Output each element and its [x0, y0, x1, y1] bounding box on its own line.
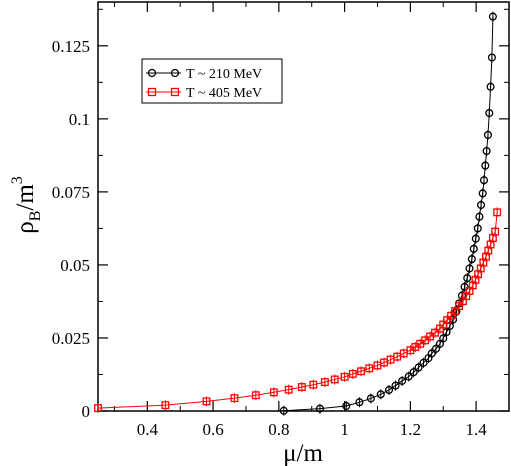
data-point: [320, 378, 329, 387]
y-axis-label-main: ρ: [12, 221, 39, 233]
y-tick-label: 0.125: [52, 37, 90, 56]
y-axis-label-sup: 3: [9, 176, 26, 184]
data-point: [355, 398, 364, 407]
series-line: [283, 16, 494, 412]
legend: T ~ 210 MeV T ~ 405 MeV: [141, 58, 283, 104]
data-point: [366, 394, 375, 403]
y-axis-label-sub: B: [27, 211, 44, 222]
data-point: [284, 385, 293, 394]
y-tick-label: 0.1: [69, 110, 90, 129]
data-point: [493, 208, 502, 217]
y-tick-label: 0.05: [60, 256, 90, 275]
data-point: [409, 368, 418, 377]
data-point: [468, 281, 477, 290]
data-point: [279, 406, 288, 415]
data-point: [297, 383, 306, 391]
data-point: [357, 367, 365, 376]
data-point: [340, 372, 349, 381]
plot-frame: [97, 1, 510, 412]
data-point: [330, 375, 339, 384]
x-axis-label-den: m: [303, 440, 323, 466]
data-point: [251, 391, 260, 400]
data-point: [479, 258, 488, 267]
data-point: [376, 390, 385, 399]
x-axis-label-main: μ: [283, 440, 296, 466]
x-tick-label: 1.4: [465, 420, 487, 439]
data-point: [309, 380, 318, 389]
x-axis-label-sep: /: [297, 440, 304, 466]
legend-marker-1-right: [170, 87, 180, 97]
data-point: [431, 328, 439, 337]
data-point: [467, 255, 476, 264]
data-point: [230, 394, 239, 403]
y-tick-label: 0.075: [52, 183, 90, 202]
x-tick-label: 0.6: [202, 420, 223, 439]
data-point: [94, 404, 102, 413]
data-point: [465, 264, 474, 273]
data-point: [348, 369, 357, 378]
data-point: [269, 388, 278, 397]
data-point: [463, 274, 472, 283]
series-line: [97, 212, 498, 409]
data-point: [398, 376, 407, 385]
legend-marker-1-left: [147, 87, 157, 97]
y-axis-label-sep: /: [12, 204, 39, 211]
legend-label-0: T ~ 210 MeV: [186, 67, 262, 82]
data-point: [315, 404, 324, 413]
data-point: [491, 227, 500, 236]
data-point: [478, 189, 487, 198]
legend-marker-0-left: [147, 68, 157, 78]
data-point: [391, 381, 400, 390]
legend-marker-0-right: [170, 68, 180, 78]
data-point: [474, 270, 483, 279]
data-point: [485, 108, 494, 118]
data-point: [488, 12, 497, 21]
series-layer: [94, 11, 502, 416]
y-tick-label: 0: [82, 402, 91, 421]
data-point: [161, 401, 170, 410]
data-point: [483, 130, 493, 139]
data-point: [473, 224, 482, 233]
data-point: [486, 82, 495, 91]
data-point: [476, 264, 485, 273]
x-tick-label: 1.2: [400, 420, 421, 439]
data-point: [469, 244, 478, 253]
data-point: [404, 372, 413, 381]
x-axis-label: μ/m: [283, 440, 323, 466]
series-1: [94, 207, 502, 414]
y-axis-label-den: m: [12, 184, 39, 204]
series-0: [279, 11, 497, 416]
data-point: [439, 334, 448, 343]
data-point: [481, 161, 490, 170]
legend-label-1: T ~ 405 MeV: [186, 86, 262, 101]
data-point: [431, 344, 441, 353]
y-axis-label: ρB/m3: [9, 176, 44, 234]
x-tick-label: 0.4: [137, 420, 159, 439]
data-point: [419, 358, 428, 367]
data-point: [477, 200, 486, 210]
data-point: [384, 385, 394, 395]
data-point: [342, 401, 351, 411]
data-point: [471, 234, 480, 243]
data-point: [427, 349, 436, 358]
x-tick-label: 1: [340, 420, 349, 439]
data-point: [471, 275, 480, 284]
data-point: [457, 291, 467, 300]
x-tick-label: 0.8: [268, 420, 289, 439]
legend-box: [141, 58, 283, 104]
data-point: [482, 146, 491, 156]
data-point: [365, 364, 374, 373]
data-point: [487, 53, 496, 62]
y-tick-label: 0.025: [52, 329, 90, 348]
data-point: [479, 176, 489, 185]
data-point: [202, 397, 211, 406]
data-point: [460, 282, 469, 291]
data-point: [475, 212, 484, 221]
data-point: [414, 363, 423, 372]
